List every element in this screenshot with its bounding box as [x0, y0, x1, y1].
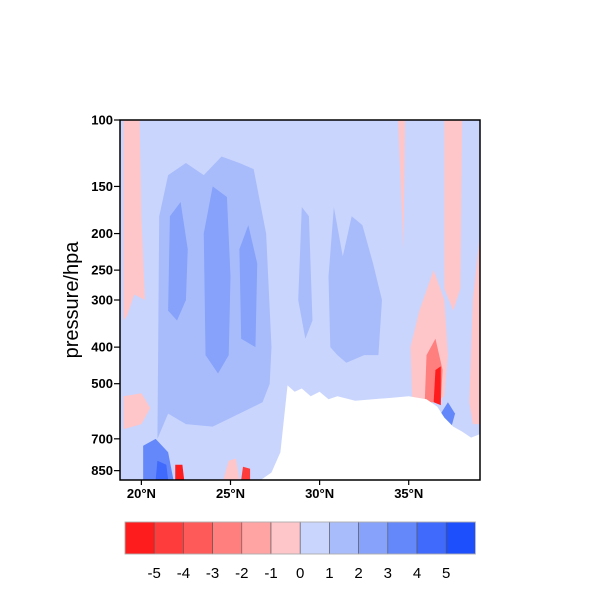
contour-region — [398, 120, 406, 250]
contour-region — [155, 460, 169, 480]
colorbar-swatch — [445, 521, 476, 555]
contour-region — [433, 366, 441, 406]
colorbar-label: -3 — [206, 565, 219, 582]
y-tick-label: 850 — [91, 463, 113, 478]
colorbar-swatch — [212, 521, 243, 555]
colorbar-swatch — [270, 521, 301, 555]
contour-region — [203, 186, 231, 374]
contour-region — [239, 225, 258, 348]
colorbar-swatch — [416, 521, 447, 555]
colorbar-label: 5 — [442, 565, 450, 582]
contour-region — [444, 120, 463, 311]
y-tick-label: 300 — [91, 293, 113, 308]
colorbar-swatch — [183, 521, 213, 555]
contour-region — [223, 458, 240, 480]
contour-region — [469, 233, 480, 425]
colorbar: -5 -4 -3 -2 -1 0 1 2 3 4 5 — [124, 521, 476, 582]
colorbar-label: 0 — [296, 565, 304, 582]
colorbar-label: -1 — [264, 565, 277, 582]
y-tick-label: 700 — [91, 431, 113, 446]
colorbar-swatch — [153, 521, 184, 555]
x-tick-label: 25°N — [216, 486, 245, 501]
contour-region — [123, 120, 145, 321]
y-tick-label: 200 — [91, 226, 113, 241]
missing-data-mask — [260, 385, 480, 480]
contour-region — [168, 202, 188, 321]
colorbar-frame — [124, 521, 476, 555]
colorbar-swatch — [329, 521, 359, 555]
contour-region — [123, 393, 151, 430]
x-tick-label: 35°N — [394, 486, 423, 501]
contour-region — [298, 206, 313, 339]
y-tick-label: 100 — [91, 113, 113, 128]
colorbar-swatch — [124, 521, 155, 555]
y-tick-label: 250 — [91, 263, 113, 278]
colorbar-label: 2 — [354, 565, 362, 582]
y-tick-label: 400 — [91, 340, 113, 355]
colorbar-swatch — [358, 521, 389, 555]
colorbar-swatch — [241, 521, 272, 555]
colorbar-swatch — [387, 521, 418, 555]
contour-region — [328, 206, 382, 363]
contour-field — [120, 120, 480, 480]
y-tick-label: 500 — [91, 376, 113, 391]
y-tick-label: 150 — [91, 179, 113, 194]
colorbar-label: -2 — [235, 565, 248, 582]
colorbar-label: -4 — [177, 565, 190, 582]
colorbar-label: 3 — [384, 565, 392, 582]
x-tick-label: 20°N — [127, 486, 156, 501]
colorbar-label: 1 — [325, 565, 333, 582]
colorbar-label: -5 — [148, 565, 161, 582]
colorbar-label: 4 — [413, 565, 421, 582]
contour-region — [241, 466, 251, 480]
y-axis-label: pressure/hpa — [61, 241, 83, 359]
contour-region — [175, 464, 185, 480]
colorbar-swatch — [299, 521, 330, 555]
x-tick-label: 30°N — [305, 486, 334, 501]
